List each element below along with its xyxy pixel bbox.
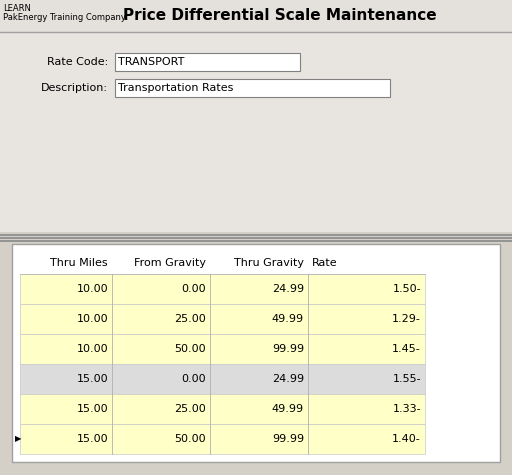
Text: 24.99: 24.99 (272, 284, 304, 294)
Text: Description:: Description: (41, 83, 108, 93)
Text: 1.33-: 1.33- (392, 404, 421, 414)
Text: 15.00: 15.00 (76, 434, 108, 444)
Bar (20, 274, 425, 304)
Text: 24.99: 24.99 (272, 374, 304, 384)
Text: 50.00: 50.00 (175, 434, 206, 444)
Text: Rate: Rate (312, 258, 337, 268)
Bar (20, 424, 425, 454)
Text: 49.99: 49.99 (272, 404, 304, 414)
Bar (115, 79, 390, 97)
Text: 10.00: 10.00 (76, 314, 108, 324)
Text: 49.99: 49.99 (272, 314, 304, 324)
Bar (20, 394, 425, 424)
Text: 99.99: 99.99 (272, 344, 304, 354)
Text: 99.99: 99.99 (272, 434, 304, 444)
Text: From Gravity: From Gravity (134, 258, 206, 268)
Bar (20, 364, 425, 394)
Text: 15.00: 15.00 (76, 374, 108, 384)
Text: 1.50-: 1.50- (392, 284, 421, 294)
Text: LEARN: LEARN (3, 4, 31, 13)
Bar (0, 0, 512, 32)
Text: TRANSPORT: TRANSPORT (118, 57, 184, 67)
Bar (0, 33, 512, 232)
Bar (115, 53, 300, 71)
Text: Rate Code:: Rate Code: (47, 57, 108, 67)
Text: 1.55-: 1.55- (392, 374, 421, 384)
Text: ▶: ▶ (15, 435, 22, 444)
Text: 50.00: 50.00 (175, 344, 206, 354)
Text: Thru Gravity: Thru Gravity (234, 258, 304, 268)
Text: Transportation Rates: Transportation Rates (118, 83, 233, 93)
Text: 10.00: 10.00 (76, 344, 108, 354)
Text: 1.29-: 1.29- (392, 314, 421, 324)
Text: 1.45-: 1.45- (392, 344, 421, 354)
Bar (12, 244, 500, 462)
Text: 0.00: 0.00 (181, 284, 206, 294)
Text: 25.00: 25.00 (174, 314, 206, 324)
Text: 0.00: 0.00 (181, 374, 206, 384)
Text: PakEnergy Training Company: PakEnergy Training Company (3, 13, 126, 22)
Text: 15.00: 15.00 (76, 404, 108, 414)
Text: Thru Miles: Thru Miles (50, 258, 108, 268)
Bar (20, 304, 425, 334)
Bar (20, 334, 425, 364)
Text: 25.00: 25.00 (174, 404, 206, 414)
Text: Price Differential Scale Maintenance: Price Differential Scale Maintenance (123, 9, 437, 23)
Text: 10.00: 10.00 (76, 284, 108, 294)
Text: 1.40-: 1.40- (392, 434, 421, 444)
